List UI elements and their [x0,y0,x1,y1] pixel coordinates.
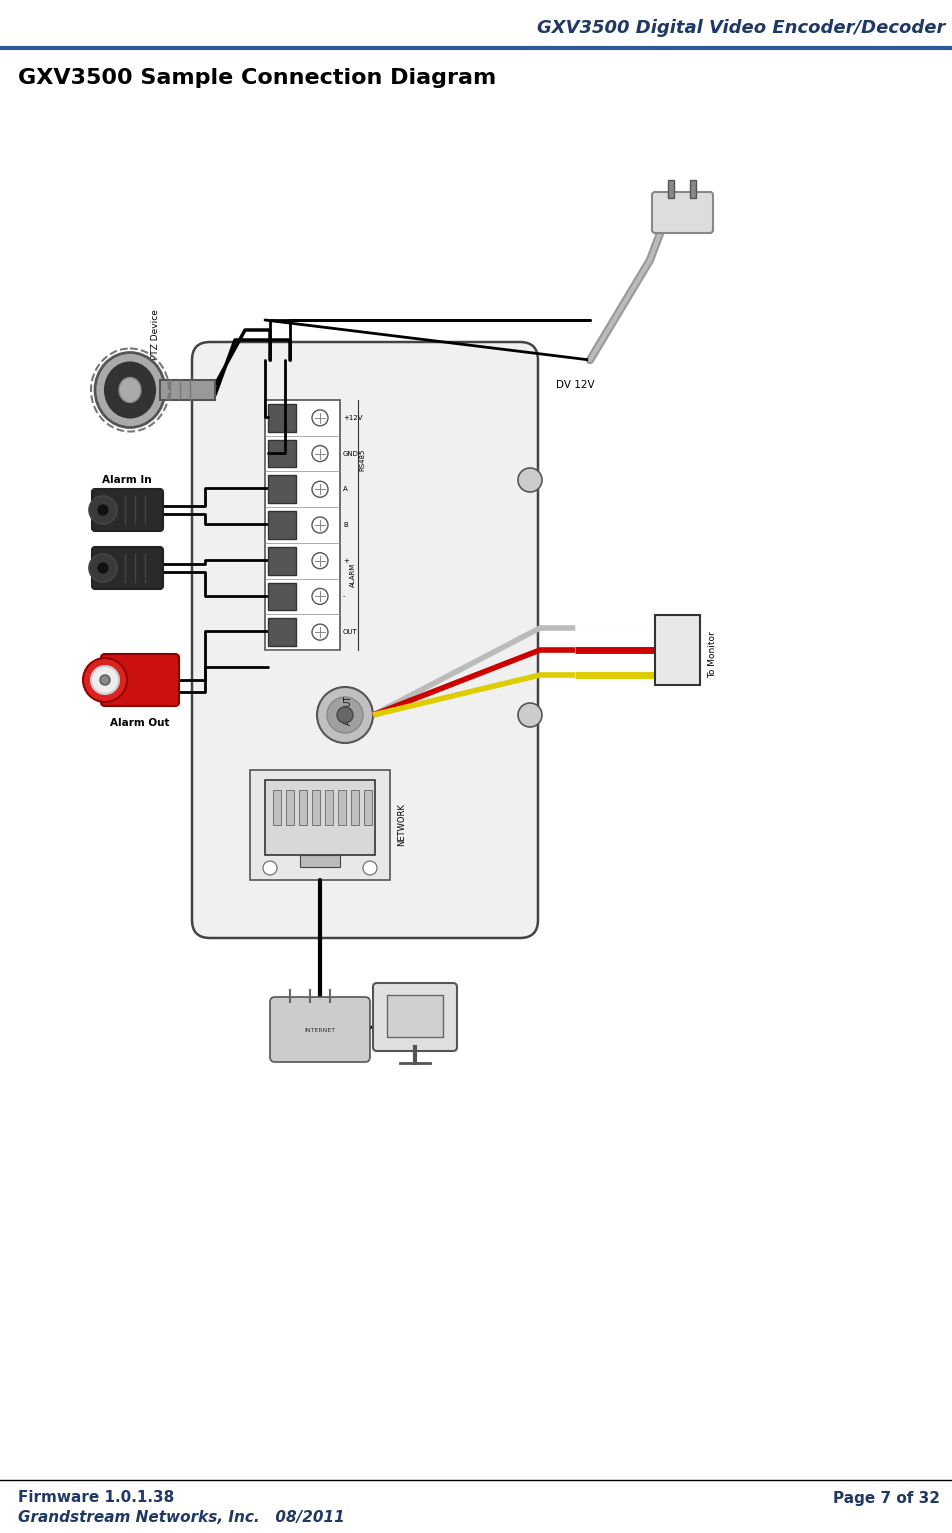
Bar [655,615,700,685]
Circle shape [98,504,108,515]
FancyBboxPatch shape [192,342,538,938]
Bar [273,789,281,825]
Text: GND: GND [343,451,359,457]
Circle shape [263,862,277,875]
Bar [268,583,296,610]
Circle shape [312,624,328,641]
Text: Page 7 of 32: Page 7 of 32 [833,1490,940,1505]
Bar [268,510,296,540]
Bar [160,380,215,400]
Text: INTERNET: INTERNET [305,1027,335,1033]
Circle shape [98,563,108,573]
Text: GXV3500 Digital Video Encoder/Decoder: GXV3500 Digital Video Encoder/Decoder [537,18,945,37]
Circle shape [83,658,127,702]
Circle shape [312,589,328,604]
Circle shape [312,481,328,497]
FancyBboxPatch shape [101,655,179,707]
Text: 12V: 12V [672,201,691,224]
Text: -: - [343,593,346,599]
FancyBboxPatch shape [270,996,370,1062]
Bar [300,855,340,868]
Bar [286,789,294,825]
Text: Grandstream Networks, Inc.   08/2011: Grandstream Networks, Inc. 08/2011 [18,1510,345,1525]
Text: +: + [343,558,348,564]
Circle shape [317,687,373,744]
Circle shape [312,517,328,533]
Text: A: A [343,486,347,492]
Bar [668,179,674,198]
Bar [690,179,696,198]
Bar [268,618,296,645]
Text: PTZ Device: PTZ Device [150,310,160,360]
FancyBboxPatch shape [92,489,163,530]
Circle shape [518,704,542,727]
Circle shape [337,707,353,724]
Bar [268,440,296,468]
Bar [268,475,296,503]
Text: To Monitor: To Monitor [708,632,718,679]
FancyBboxPatch shape [92,547,163,589]
Text: GXV3500 Sample Connection Diagram: GXV3500 Sample Connection Diagram [18,67,496,87]
Bar [351,789,359,825]
Circle shape [89,497,117,524]
Circle shape [363,862,377,875]
FancyBboxPatch shape [652,192,713,233]
Bar [268,547,296,575]
Bar [325,789,333,825]
Text: +12V: +12V [343,415,363,422]
Circle shape [312,553,328,569]
Text: B: B [343,523,347,527]
Bar [312,789,320,825]
Text: Alarm Out: Alarm Out [110,717,169,728]
Bar [338,789,346,825]
Circle shape [312,446,328,461]
Circle shape [518,468,542,492]
Ellipse shape [95,353,165,428]
Text: PC: PC [439,1015,451,1026]
Text: ALARM: ALARM [350,563,356,587]
FancyBboxPatch shape [373,983,457,1052]
Ellipse shape [105,362,155,417]
Bar [387,995,443,1036]
Text: DV 12V: DV 12V [556,380,594,389]
Circle shape [91,665,119,694]
Bar [265,780,375,855]
Text: Alarm In: Alarm In [102,475,151,484]
Ellipse shape [119,377,141,403]
Bar [265,400,340,650]
Text: AV_OUT: AV_OUT [344,694,352,725]
Bar [299,789,307,825]
Circle shape [327,698,363,733]
Text: Firmware 1.0.1.38: Firmware 1.0.1.38 [18,1490,174,1505]
Bar [364,789,372,825]
Circle shape [312,409,328,426]
Bar [250,770,390,880]
Circle shape [89,553,117,583]
Bar [268,405,296,432]
Text: RS485: RS485 [359,449,365,471]
Text: NETWORK: NETWORK [398,803,407,846]
Circle shape [100,675,110,685]
Text: OUT: OUT [343,629,358,635]
